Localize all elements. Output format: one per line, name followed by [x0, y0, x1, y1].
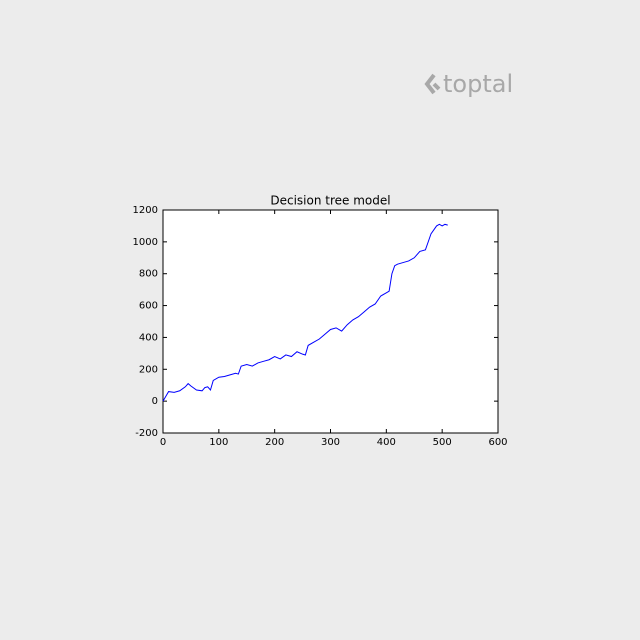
line — [162, 223, 448, 402]
x-tick-label: 0 — [160, 437, 166, 448]
logo-icon — [424, 73, 441, 95]
chart-title: Decision tree model — [270, 194, 390, 208]
x-tick-label: 500 — [433, 437, 452, 448]
x-tick-label: 400 — [377, 437, 396, 448]
y-tick-label: 1000 — [133, 237, 158, 248]
y-tick-label: 400 — [139, 332, 158, 343]
y-tick-label: 600 — [139, 301, 158, 312]
x-tick-label: 200 — [265, 437, 284, 448]
y-tick-label: 800 — [139, 269, 158, 280]
x-tick-label: 100 — [209, 437, 228, 448]
plot-area — [162, 209, 499, 434]
logo: toptal — [443, 70, 513, 98]
x-tick-label: 300 — [321, 437, 340, 448]
y-tick-label: 1200 — [133, 205, 158, 216]
y-tick-label: 200 — [139, 364, 158, 375]
y-tick-label: 0 — [152, 396, 158, 407]
x-tick-label: 600 — [488, 437, 507, 448]
y-tick-label: -200 — [135, 428, 158, 439]
